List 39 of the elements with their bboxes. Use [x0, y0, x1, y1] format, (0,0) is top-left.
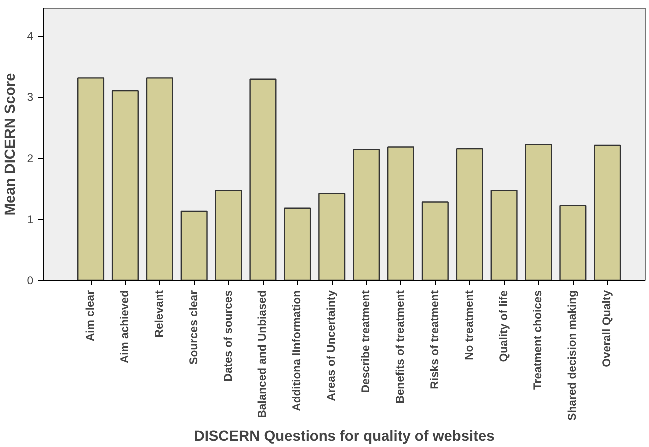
bar	[387, 146, 414, 280]
x-tick-label: Additiona lInformation	[292, 290, 304, 412]
x-tick-label: Aim achieved	[119, 290, 132, 364]
x-tick-label: Shared decision making	[567, 290, 580, 421]
y-tick-label: 2	[27, 153, 34, 166]
bar	[112, 90, 139, 280]
bar	[490, 190, 518, 280]
x-tick-label: Areas of Uncertainty	[326, 290, 338, 402]
x-tick-label: Describe treatment	[360, 290, 373, 394]
x-tick-label: Balanced and Unbiased	[257, 290, 270, 418]
x-tick-label: No treatment	[464, 290, 476, 360]
bar	[215, 190, 242, 280]
bar	[525, 144, 552, 280]
x-tick-label: Benefits of treatment	[394, 290, 407, 404]
y-tick-label: 0	[27, 276, 34, 288]
y-tick-label: 1	[27, 214, 34, 226]
y-tick-label: 4	[27, 31, 34, 44]
bar	[422, 202, 449, 280]
bar	[318, 193, 346, 280]
bar	[250, 78, 277, 280]
bar	[560, 205, 587, 280]
x-tick-label: Sources clear	[188, 290, 200, 365]
x-tick-label: Relevant	[154, 290, 166, 338]
bar	[180, 210, 208, 280]
x-tick-label: Dates of sources	[222, 290, 235, 382]
bar	[594, 144, 622, 280]
bar	[353, 149, 380, 280]
x-tick-label: Overall Qualty	[602, 290, 614, 368]
x-tick-label: Quality of life	[498, 290, 510, 362]
x-axis-title: DISCERN Questions for quality of websites	[194, 428, 495, 445]
bar	[146, 78, 174, 280]
x-tick-label: Treatment choices	[532, 290, 545, 390]
x-tick-label: Risks of treatment	[429, 290, 442, 390]
y-tick-label: 3	[27, 92, 34, 104]
bar	[284, 208, 312, 280]
x-tick-label: Aim clear	[85, 290, 98, 342]
bar	[456, 148, 484, 280]
bar	[78, 78, 105, 280]
y-axis-title: Mean DICERN Score	[3, 73, 20, 216]
